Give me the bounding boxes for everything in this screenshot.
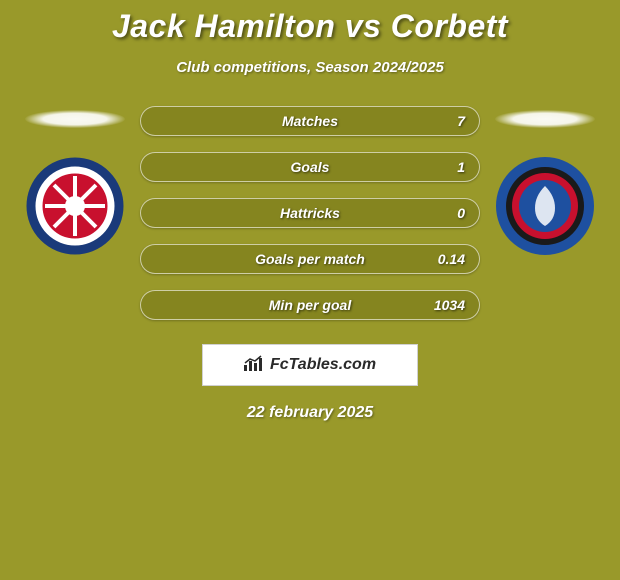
stat-right-value: 7 xyxy=(457,107,465,135)
stat-label: Goals per match xyxy=(255,251,365,267)
brand-text: FcTables.com xyxy=(270,356,376,374)
stat-bar-hattricks: Hattricks 0 xyxy=(140,198,480,228)
player-right-shadow xyxy=(495,110,595,128)
player-right-column xyxy=(490,106,600,256)
stat-label: Matches xyxy=(282,113,338,129)
stat-right-value: 1034 xyxy=(434,291,465,319)
chart-icon xyxy=(244,355,264,376)
stat-label: Hattricks xyxy=(280,205,340,221)
subtitle: Club competitions, Season 2024/2025 xyxy=(0,59,620,76)
stat-label: Goals xyxy=(291,159,330,175)
stat-label: Min per goal xyxy=(269,297,351,313)
stat-bar-min-per-goal: Min per goal 1034 xyxy=(140,290,480,320)
main-row: Matches 7 Goals 1 Hattricks 0 xyxy=(0,106,620,336)
player-left-column xyxy=(20,106,130,256)
stat-bar-goals-per-match: Goals per match 0.14 xyxy=(140,244,480,274)
stat-bar-goals: Goals 1 xyxy=(140,152,480,182)
stat-bar-matches: Matches 7 xyxy=(140,106,480,136)
stat-right-value: 0 xyxy=(457,199,465,227)
comparison-widget: Jack Hamilton vs Corbett Club competitio… xyxy=(0,0,620,422)
date-text: 22 february 2025 xyxy=(0,404,620,422)
player-left-shadow xyxy=(25,110,125,128)
club-badge-right xyxy=(495,156,595,256)
stat-right-value: 1 xyxy=(457,153,465,181)
stat-right-value: 0.14 xyxy=(438,245,465,273)
brand-attribution[interactable]: FcTables.com xyxy=(202,344,418,386)
stats-column: Matches 7 Goals 1 Hattricks 0 xyxy=(130,106,490,336)
page-title: Jack Hamilton vs Corbett xyxy=(0,8,620,45)
club-badge-left xyxy=(25,156,125,256)
